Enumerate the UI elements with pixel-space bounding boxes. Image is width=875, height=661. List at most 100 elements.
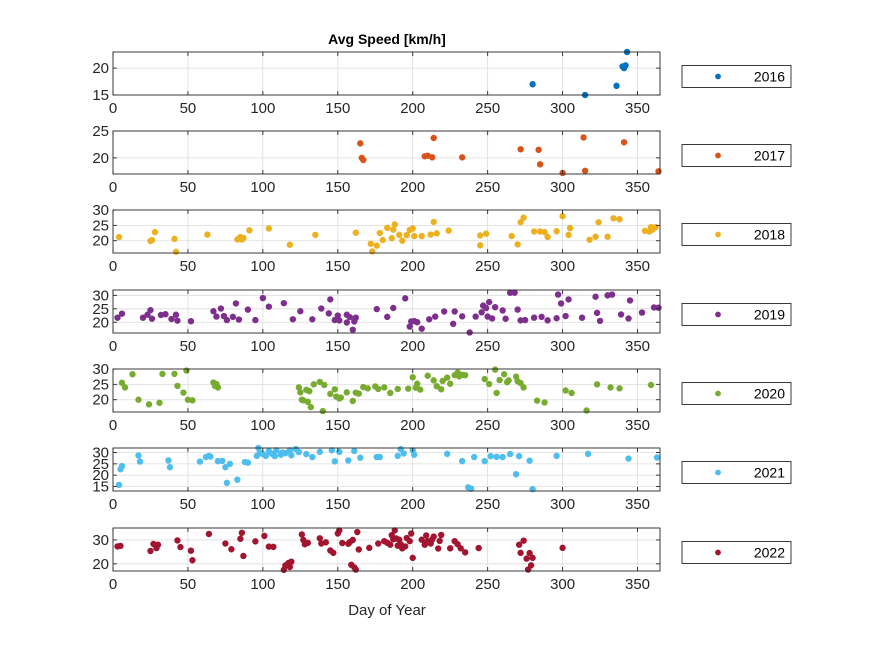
data-point [238, 529, 246, 536]
data-point [222, 540, 229, 547]
data-point [331, 386, 338, 393]
x-tick-label: 300 [550, 100, 575, 117]
data-point [306, 387, 313, 395]
x-tick-label: 200 [400, 179, 425, 196]
data-point [352, 314, 359, 321]
data-point [159, 370, 166, 378]
data-point [517, 146, 524, 153]
data-point [304, 398, 312, 406]
axes-box [112, 527, 661, 572]
data-point [115, 233, 123, 241]
data-point [586, 236, 593, 243]
data-point [458, 457, 466, 465]
legend-box [681, 461, 792, 484]
data-point [121, 384, 129, 391]
data-point [345, 457, 352, 464]
x-tick-label: 100 [250, 179, 275, 196]
data-point [482, 230, 490, 237]
data-point [135, 396, 142, 403]
data-point [458, 313, 466, 320]
data-point [617, 311, 625, 318]
data-point [273, 447, 280, 454]
data-point [435, 545, 442, 552]
data-point [485, 380, 493, 388]
data-point [414, 380, 421, 387]
data-point [517, 219, 524, 226]
y-tick-label: 25 [92, 456, 109, 473]
data-point [604, 233, 611, 240]
data-point [476, 232, 484, 239]
data-point [529, 554, 536, 562]
data-point [297, 308, 304, 315]
data-point [554, 291, 562, 298]
data-point [526, 457, 533, 464]
data-point [396, 231, 403, 239]
data-point [357, 454, 364, 461]
data-point [593, 381, 601, 388]
axes-box [112, 447, 661, 492]
data-point [409, 554, 416, 562]
data-point [499, 453, 506, 461]
data-point [235, 316, 243, 323]
data-point [297, 389, 304, 396]
data-point [115, 481, 123, 489]
subplot-2016: 0 50 100 150 200 250 300 350 15 20 2016 [92, 48, 792, 117]
data-point [409, 374, 416, 381]
legend-box [681, 144, 792, 167]
data-point [470, 453, 478, 461]
axes-background [113, 210, 660, 253]
legend-label: 2021 [754, 465, 785, 481]
data-point [355, 546, 362, 553]
data-point [458, 154, 466, 161]
data-point [417, 386, 424, 393]
data-point [520, 384, 527, 391]
data-point [309, 453, 316, 461]
x-tick-label: 150 [325, 576, 350, 593]
x-tick-label: 300 [550, 417, 575, 434]
data-point [400, 450, 407, 457]
y-tick-label: 30 [92, 361, 109, 378]
data-point [520, 214, 527, 221]
legend-marker [715, 311, 721, 318]
data-point [638, 309, 646, 316]
data-point [387, 389, 394, 397]
data-point [196, 458, 204, 465]
x-tick-label: 100 [250, 100, 275, 117]
data-point [390, 304, 397, 312]
y-tick-label: 30 [92, 287, 109, 304]
data-point [481, 375, 488, 383]
x-tick-label: 100 [250, 338, 275, 355]
data-point [429, 154, 436, 161]
data-point [118, 310, 126, 317]
data-point [610, 215, 617, 222]
data-point [318, 305, 325, 312]
data-point [461, 371, 469, 379]
data-point [171, 370, 178, 378]
data-point [288, 452, 295, 459]
data-point [613, 82, 620, 90]
data-point [523, 555, 530, 562]
x-tick-label: 0 [109, 496, 117, 513]
data-point [647, 381, 655, 389]
data-point [616, 385, 623, 392]
data-point [327, 390, 334, 398]
data-point [565, 296, 572, 303]
data-point [502, 315, 509, 322]
data-point [262, 452, 270, 460]
data-point [309, 316, 316, 323]
data-point [210, 308, 217, 315]
legend-label: 2016 [754, 69, 785, 85]
data-point [145, 401, 153, 408]
data-point [232, 300, 240, 307]
data-point [156, 399, 163, 406]
legend-label: 2017 [754, 148, 785, 164]
data-point [559, 212, 566, 220]
x-tick-label: 200 [400, 417, 425, 434]
data-point [626, 297, 634, 304]
data-point [189, 397, 196, 404]
data-point [578, 314, 586, 321]
x-axis-label: Day of Year [348, 602, 426, 619]
data-point [234, 476, 241, 483]
legend-2022: 2022 [681, 541, 792, 564]
data-point [375, 540, 382, 547]
